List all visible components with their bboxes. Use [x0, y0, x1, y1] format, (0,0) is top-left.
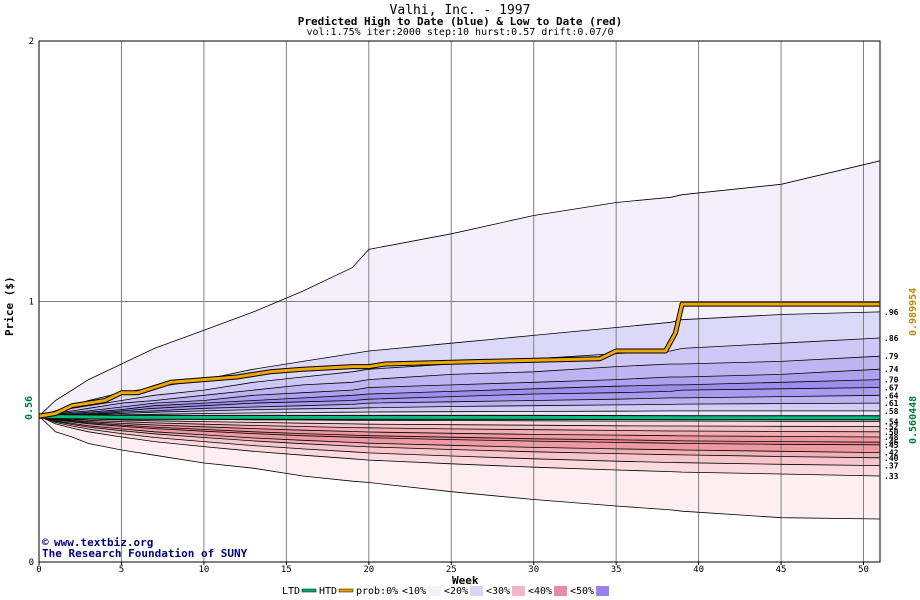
x-tick-label: 30: [528, 565, 539, 575]
quantile-line: [38, 387, 881, 417]
watermark-org: The Research Foundation of SUNY: [42, 547, 248, 560]
chart-title: Valhi, Inc. - 1997: [389, 3, 531, 18]
low-band: [39, 416, 880, 519]
quantile-line: [38, 415, 881, 438]
high-band: [39, 387, 880, 417]
quantile-label: .46: [884, 438, 899, 447]
x-tick-label: 45: [776, 565, 787, 575]
x-tick-label: 40: [693, 565, 704, 575]
legend-label: <40%: [528, 586, 552, 597]
quantile-label: .48: [884, 433, 899, 442]
quantile-labels: .96 .86 .79 .74 .70.67.64.61.58.54.52.50.48.…: [884, 308, 899, 481]
x-tick-label: 0: [36, 565, 41, 575]
x-tick-label: 25: [446, 565, 457, 575]
quantile-line: [38, 368, 881, 417]
quantile-line: [38, 415, 881, 520]
quantile-label: .33: [884, 472, 899, 481]
chart-subtitle: Predicted High to Date (blue) & Low to D…: [297, 15, 623, 28]
htd-line: [38, 302, 880, 418]
x-tick-label: 10: [198, 565, 209, 575]
quantile-line: [38, 415, 881, 453]
x-tick-label: 50: [858, 565, 869, 575]
y-tick-label: 1: [29, 298, 34, 308]
legend-color-swatch: [512, 586, 525, 596]
legend-color-swatch: [428, 586, 441, 596]
high-band: [39, 356, 880, 417]
high-band: [39, 338, 880, 417]
quantile-line: [38, 355, 881, 417]
quantile-label: .45: [884, 441, 899, 450]
quantile-label: .86: [884, 334, 899, 343]
quantile-line: [38, 415, 881, 443]
axis-tick-labels: 0 5 10 15 20 25 30 35 40 45 50 0 1 2: [29, 37, 869, 575]
y-tick-label: 2: [29, 37, 34, 47]
x-tick-label: 20: [363, 565, 374, 575]
low-band: [39, 416, 880, 427]
start-price-label: 0.56: [24, 396, 35, 420]
legend: LTD HTD prob:0% <10% <20% <30% <40% <50%: [282, 586, 609, 597]
low-band: [39, 416, 880, 466]
high-band: [39, 395, 880, 417]
legend-color-swatch: [596, 586, 609, 596]
watermark-url: www.textbiz.org: [54, 536, 153, 549]
quantile-line: [38, 337, 881, 417]
quantile-line: [38, 415, 881, 477]
quantile-label: .74: [884, 365, 899, 374]
quantile-label: .96: [884, 308, 899, 317]
plot-frame: [38, 40, 881, 563]
quantile-label: .52: [884, 423, 899, 432]
watermark: © www.textbiz.org The Research Foundatio…: [42, 536, 248, 560]
quantile-line: [38, 415, 881, 446]
htd-final-label: 0.989954: [908, 288, 919, 336]
quantile-line: [38, 160, 881, 417]
x-axis-label: Week: [452, 574, 479, 587]
quantile-label: .54: [884, 417, 899, 426]
copyright-icon: ©: [42, 536, 49, 549]
legend-line-swatch: [338, 588, 354, 593]
ltd-final-label: 0.560448: [908, 396, 919, 444]
quantile-label: .42: [884, 449, 899, 458]
x-tick-label: 15: [281, 565, 292, 575]
y-axis-label: Price ($): [3, 276, 16, 336]
ltd-line: [38, 414, 880, 420]
high-band: [39, 379, 880, 417]
high-band: [39, 311, 880, 417]
quantile-line: [38, 379, 881, 417]
grid-lines: [39, 41, 880, 562]
quantile-label: .70: [884, 376, 899, 385]
legend-label: <10%: [402, 586, 426, 597]
legend-label: <50%: [570, 586, 594, 597]
legend-label: prob:0%: [356, 586, 398, 597]
legend-line-swatch: [301, 588, 317, 593]
chart-parameters: vol:1.75% iter:2000 step:10 hurst:0.57 d…: [306, 27, 614, 38]
legend-label: <30%: [486, 586, 510, 597]
x-tick-label: 5: [119, 565, 124, 575]
quantile-label: .64: [884, 391, 899, 400]
quantile-label: .79: [884, 352, 899, 361]
legend-label: HTD: [319, 586, 337, 597]
legend-label: <20%: [444, 586, 468, 597]
high-band: [39, 160, 880, 417]
low-band: [39, 416, 880, 432]
y-tick-label: 0: [29, 558, 34, 568]
quantile-label: .67: [884, 383, 899, 392]
x-tick-label: 35: [611, 565, 622, 575]
htd-ltd-lines: [38, 301, 880, 421]
quantile-label: .37: [884, 462, 899, 471]
quantile-label: .58: [884, 407, 899, 416]
quantile-line: [38, 415, 881, 459]
quantile-label: .50: [884, 428, 899, 437]
quantile-lines: [38, 160, 881, 520]
legend-label: LTD: [282, 586, 300, 597]
quantile-label: .40: [884, 454, 899, 463]
quantile-line: [38, 415, 881, 433]
high-band: [39, 369, 880, 417]
low-band: [39, 416, 880, 437]
legend-color-swatch: [470, 586, 483, 596]
quantile-label: .61: [884, 399, 899, 408]
legend-color-swatch: [554, 586, 567, 596]
probability-bands: [39, 160, 880, 519]
quantile-line: [38, 415, 881, 466]
